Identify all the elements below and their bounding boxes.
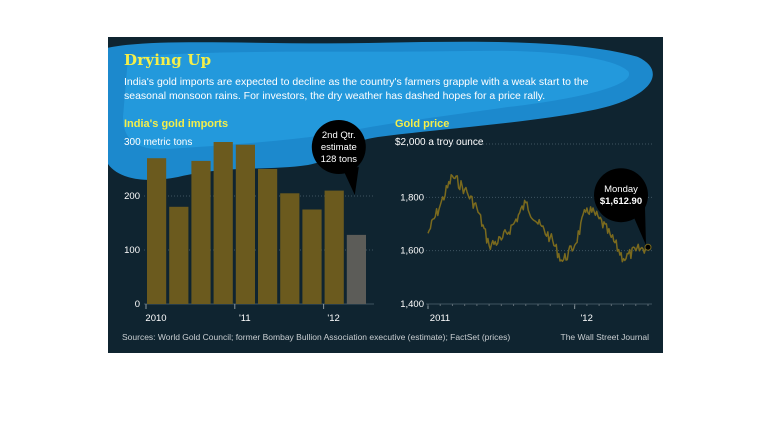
- price-y-tick-label: 1,600: [400, 246, 424, 257]
- imports-bar: [280, 193, 300, 304]
- price-y-tick-label: 1,400: [400, 299, 424, 310]
- imports-bar: [235, 144, 255, 304]
- price-endpoint: [644, 243, 652, 251]
- imports-bar: [147, 158, 167, 304]
- callout-text: 128 tons: [321, 154, 358, 165]
- price-y-tick-label: 1,800: [400, 192, 424, 203]
- imports-y-tick-label: 100: [124, 245, 140, 256]
- price-chart-title: Gold price: [395, 118, 450, 130]
- imports-bar: [302, 209, 322, 304]
- imports-unit-label: 300 metric tons: [124, 137, 193, 148]
- price-chart: 1,400 1,600 1,800 2011 '12 Monday$1,612.90: [400, 143, 652, 324]
- imports-y-tick-label: 200: [124, 191, 140, 202]
- credit-line: The Wall Street Journal: [560, 332, 650, 342]
- price-callout-text: Monday: [604, 184, 638, 195]
- imports-bar: [191, 160, 211, 304]
- imports-bar: [213, 142, 233, 304]
- estimate-bar: [346, 234, 366, 304]
- imports-x-tick-label: 2010: [145, 313, 166, 324]
- imports-bar: [324, 190, 344, 304]
- callout-text: estimate: [321, 142, 357, 153]
- price-callout-bubble: [594, 168, 648, 223]
- source-note: Sources: World Gold Council; former Bomb…: [122, 332, 511, 342]
- callout-text: 2nd Qtr.: [322, 130, 356, 141]
- imports-bar: [169, 206, 189, 304]
- splash-highlight: [123, 50, 630, 150]
- imports-bar: [258, 169, 278, 304]
- price-series-line: [427, 174, 649, 263]
- page-subtitle: India's gold imports are expected to dec…: [124, 76, 589, 102]
- price-callout-text: $1,612.90: [600, 196, 642, 207]
- price-unit-label: $2,000 a troy ounce: [395, 137, 484, 148]
- page-title: Drying Up: [124, 51, 212, 69]
- imports-y-tick-label: 0: [135, 299, 140, 310]
- price-x-tick-label: 2011: [430, 313, 450, 324]
- chart-panel: 0 100 200 2010 '11 '12 2nd Qtr. estimate 128 ton…: [108, 37, 663, 353]
- price-x-tick-label: '12: [580, 313, 592, 324]
- callout-pointer: [342, 167, 359, 195]
- imports-x-tick-label: '11: [239, 313, 251, 324]
- imports-x-tick-label: '12: [327, 313, 339, 324]
- callout-bubble: [311, 120, 366, 174]
- imports-chart-title: India's gold imports: [124, 118, 229, 130]
